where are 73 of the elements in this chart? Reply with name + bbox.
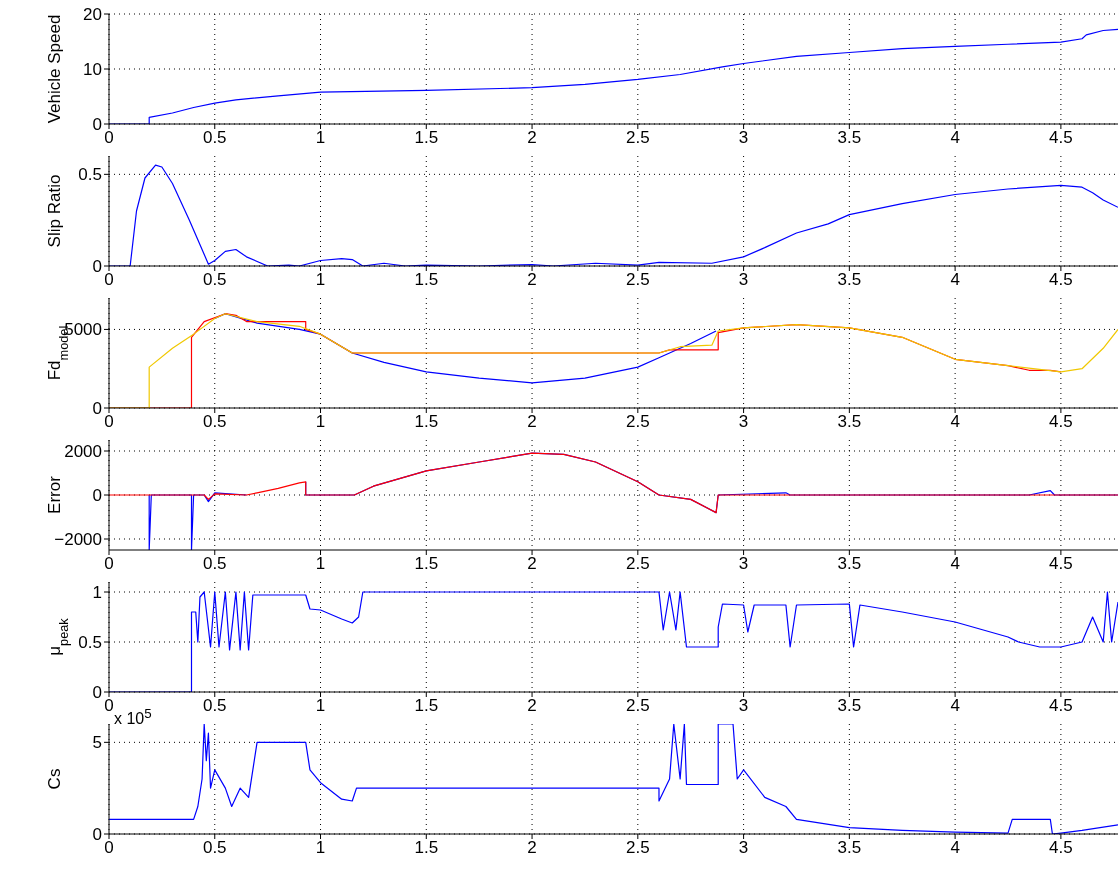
y-axis-title: Cs (45, 768, 64, 790)
x-tick-label: 3 (738, 412, 749, 432)
y-tick-label: 1 (92, 583, 102, 603)
y-tick-label: 0 (92, 486, 102, 506)
x-tick-label: 2.5 (626, 554, 650, 574)
x-tick-label: 4 (950, 554, 960, 574)
y-axis-title: Slip Ratio (45, 174, 64, 248)
x-tick-label: 2.5 (626, 270, 650, 290)
x-tick-label: 1.5 (414, 696, 439, 716)
x-tick-label: 3 (738, 838, 749, 858)
annotation: x 10$^{5}$ (114, 706, 152, 729)
x-tick-label: 0.5 (202, 412, 227, 432)
x-tick-label: 1.5 (414, 412, 439, 432)
x-tick-label: 2.5 (626, 838, 650, 858)
x-tick-label: 3.5 (837, 412, 862, 432)
x-tick-label: 0.5 (202, 128, 227, 148)
x-tick-label: 2 (527, 412, 537, 432)
x-tick-label: 1 (315, 412, 326, 432)
x-tick-label: 3.5 (837, 838, 862, 858)
x-tick-label: 2 (527, 696, 537, 716)
x-tick-label: 3.5 (837, 270, 862, 290)
x-tick-label: 4.5 (1049, 696, 1073, 716)
x-tick-label: 2.5 (626, 412, 650, 432)
x-tick-label: 4 (950, 412, 960, 432)
y-tick-label: 0 (92, 399, 102, 419)
y-tick-label: 0 (92, 115, 102, 135)
x-tick-label: 1 (315, 554, 326, 574)
y-tick-label: 0.5 (78, 165, 102, 185)
x-tick-label: 4 (950, 128, 960, 148)
y-tick-label: 0 (92, 825, 102, 845)
x-tick-label: 2 (527, 128, 537, 148)
x-tick-label: 2 (527, 838, 537, 858)
x-tick-label: 4.5 (1049, 554, 1073, 574)
x-tick-label: 1 (315, 128, 326, 148)
y-tick-label: 2000 (64, 442, 102, 462)
x-tick-label: 3 (738, 270, 749, 290)
x-tick-label: 4.5 (1049, 412, 1073, 432)
x-tick-label: 2.5 (626, 128, 650, 148)
x-tick-label: 3.5 (837, 554, 862, 574)
x-tick-label: 3 (738, 554, 749, 574)
x-tick-label: 4 (950, 270, 960, 290)
y-tick-label: 0 (92, 683, 102, 703)
y-tick-label: 0.5 (78, 633, 102, 653)
x-tick-label: 4.5 (1049, 838, 1073, 858)
x-tick-label: 1 (315, 270, 326, 290)
x-tick-label: 2.5 (626, 696, 650, 716)
x-tick-label: 3.5 (837, 696, 862, 716)
x-tick-label: 0.5 (202, 838, 227, 858)
x-tick-label: 2 (527, 270, 537, 290)
x-tick-label: 1 (315, 696, 326, 716)
x-tick-label: 3.5 (837, 128, 862, 148)
x-tick-label: 1.5 (414, 554, 439, 574)
x-tick-label: 4 (950, 838, 960, 858)
x-tick-label: 4.5 (1049, 270, 1073, 290)
x-tick-label: 0.5 (202, 696, 227, 716)
x-tick-label: 3 (738, 696, 749, 716)
x-tick-label: 2 (527, 554, 537, 574)
x-tick-label: 0.5 (202, 554, 227, 574)
y-tick-label: 10 (83, 60, 102, 80)
x-tick-label: 4.5 (1049, 128, 1073, 148)
x-tick-label: 1 (315, 838, 326, 858)
y-tick-label: −2000 (54, 530, 102, 550)
x-tick-label: 3 (738, 128, 749, 148)
x-tick-label: 1.5 (414, 128, 439, 148)
y-axis-title: Vehicle Speed (45, 14, 64, 124)
x-tick-label: 1.5 (414, 270, 439, 290)
y-tick-label: 20 (83, 5, 102, 25)
x-tick-label: 4 (950, 696, 960, 716)
y-axis-title: Error (45, 475, 64, 514)
x-tick-label: 0.5 (202, 270, 227, 290)
y-tick-label: 5 (92, 733, 102, 753)
y-tick-label: 0 (92, 257, 102, 277)
x-tick-label: 1.5 (414, 838, 439, 858)
